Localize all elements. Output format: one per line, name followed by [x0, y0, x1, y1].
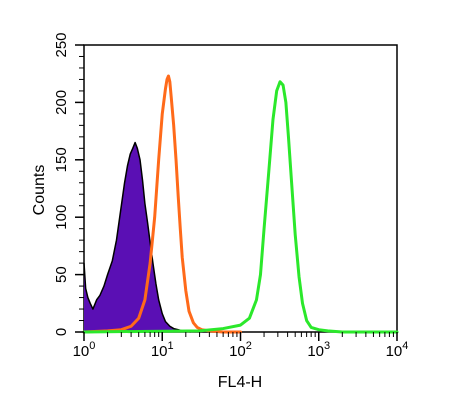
y-tick-label: 50 [53, 266, 70, 283]
series-2-line [82, 80, 399, 334]
x-tick-label: 100 [73, 340, 96, 360]
y-tick-label: 0 [53, 328, 70, 336]
y-axis-ticks: 0 50 100 150 200 250 [53, 32, 84, 336]
x-tick-label: 103 [307, 340, 330, 360]
x-tick-label: 104 [386, 340, 409, 360]
series-layer [82, 74, 399, 334]
y-axis-title: Counts [31, 165, 48, 216]
series-1-line [82, 74, 242, 334]
y-tick-label: 200 [53, 90, 70, 115]
x-tick-label: 101 [151, 340, 174, 360]
y-tick-label: 100 [53, 205, 70, 230]
x-axis-title: FL4-H [218, 374, 262, 391]
y-tick-label: 250 [53, 32, 70, 57]
x-axis-ticks: 100 101 102 103 104 [73, 332, 409, 360]
plot-area: 100 101 102 103 104 0 50 100 150 200 250 [53, 32, 408, 360]
x-tick-label: 102 [229, 340, 252, 360]
y-tick-label: 150 [53, 147, 70, 172]
series-0-fill [84, 142, 191, 332]
series-0-outline [83, 141, 191, 333]
